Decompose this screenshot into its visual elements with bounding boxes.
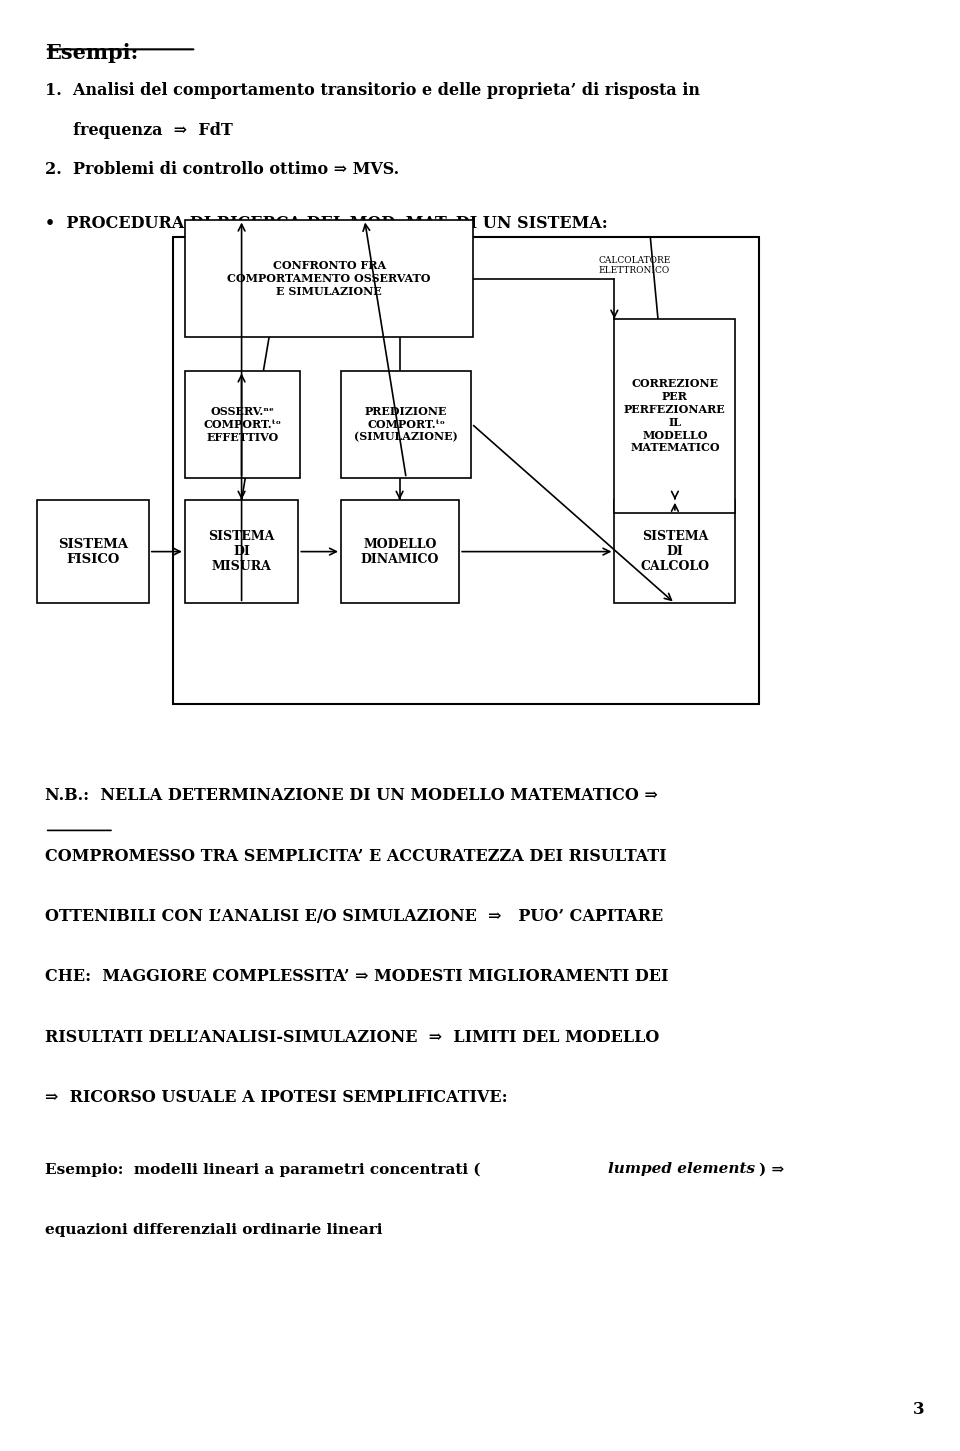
Text: SISTEMA
DI
MISURA: SISTEMA DI MISURA [208, 530, 275, 573]
Bar [341, 501, 459, 604]
Text: frequenza  ⇒  FdT: frequenza ⇒ FdT [45, 122, 232, 139]
Bar [173, 237, 759, 704]
Text: OSSERV.ⁿᵉ
COMPORT.ᵗᵒ
EFFETTIVO: OSSERV.ⁿᵉ COMPORT.ᵗᵒ EFFETTIVO [204, 406, 281, 443]
Text: Esempi:: Esempi: [45, 44, 138, 62]
Text: CHE:  MAGGIORE COMPLESSITA’ ⇒ MODESTI MIGLIORAMENTI DEI: CHE: MAGGIORE COMPLESSITA’ ⇒ MODESTI MIG… [45, 968, 668, 985]
Text: equazioni differenziali ordinarie lineari: equazioni differenziali ordinarie linear… [45, 1223, 382, 1236]
Text: PREDIZIONE
COMPORT.ᵗᵒ
(SIMULAZIONE): PREDIZIONE COMPORT.ᵗᵒ (SIMULAZIONE) [354, 406, 458, 443]
Bar [614, 319, 735, 512]
Text: CONFRONTO FRA
COMPORTAMENTO OSSERVATO
E SIMULAZIONE: CONFRONTO FRA COMPORTAMENTO OSSERVATO E … [228, 260, 431, 297]
Text: CALCOLATORE
ELETTRONICO: CALCOLATORE ELETTRONICO [598, 255, 671, 276]
Text: 2.  Problemi di controllo ottimo ⇒ MVS.: 2. Problemi di controllo ottimo ⇒ MVS. [45, 161, 399, 177]
Bar [37, 501, 149, 604]
Text: ⇒  RICORSO USUALE A IPOTESI SEMPLIFICATIVE:: ⇒ RICORSO USUALE A IPOTESI SEMPLIFICATIV… [45, 1090, 508, 1106]
Text: ) ⇒: ) ⇒ [759, 1162, 784, 1177]
Bar [614, 501, 735, 604]
Text: OTTENIBILI CON L’ANALISI E/O SIMULAZIONE  ⇒   PUO’ CAPITARE: OTTENIBILI CON L’ANALISI E/O SIMULAZIONE… [45, 908, 663, 926]
Text: SISTEMA
FISICO: SISTEMA FISICO [58, 538, 128, 566]
Text: SISTEMA
DI
CALCOLO: SISTEMA DI CALCOLO [640, 530, 709, 573]
Text: MODELLO
DINAMICO: MODELLO DINAMICO [361, 538, 440, 566]
Text: CORREZIONE
PER
PERFEZIONARE
IL
MODELLO
MATEMATICO: CORREZIONE PER PERFEZIONARE IL MODELLO M… [624, 379, 726, 453]
Text: N.B.:  NELLA DETERMINAZIONE DI UN MODELLO MATEMATICO ⇒: N.B.: NELLA DETERMINAZIONE DI UN MODELLO… [45, 788, 658, 804]
Text: 3: 3 [913, 1402, 924, 1418]
Bar [185, 370, 300, 479]
Text: RISULTATI DELL’ANALISI-SIMULAZIONE  ⇒  LIMITI DEL MODELLO: RISULTATI DELL’ANALISI-SIMULAZIONE ⇒ LIM… [45, 1029, 660, 1046]
Bar [185, 501, 299, 604]
Text: •  PROCEDURA DI RICERCA DEL MOD. MAT. DI UN SISTEMA:: • PROCEDURA DI RICERCA DEL MOD. MAT. DI … [45, 215, 608, 232]
Text: 1.  Analisi del comportamento transitorio e delle proprieta’ di risposta in: 1. Analisi del comportamento transitorio… [45, 81, 700, 99]
Bar [341, 370, 471, 479]
Text: Esempio:  modelli lineari a parametri concentrati (: Esempio: modelli lineari a parametri con… [45, 1162, 480, 1177]
Text: COMPROMESSO TRA SEMPLICITA’ E ACCURATEZZA DEI RISULTATI: COMPROMESSO TRA SEMPLICITA’ E ACCURATEZZ… [45, 847, 666, 865]
Text: lumped elements: lumped elements [608, 1162, 755, 1177]
Bar [185, 219, 473, 338]
